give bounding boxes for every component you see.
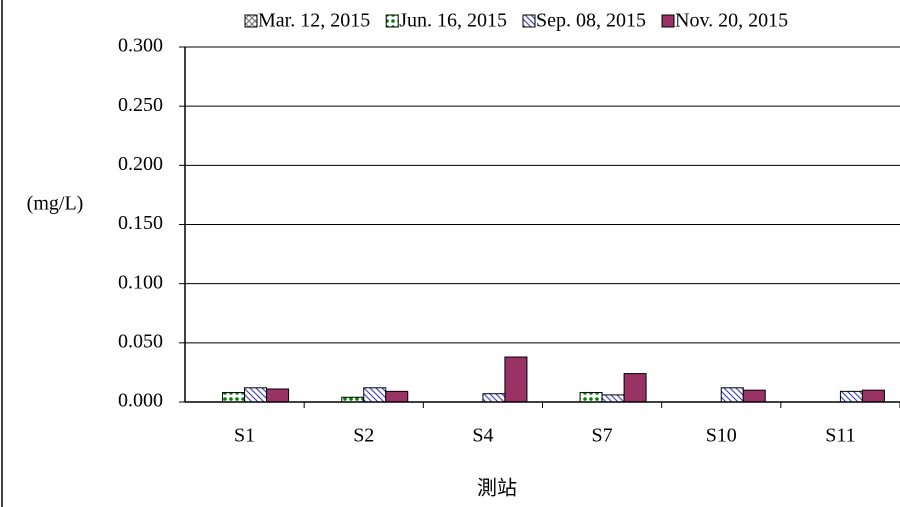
x-tick-label: S2: [353, 425, 374, 447]
bar: [579, 392, 603, 403]
bar: [601, 394, 625, 403]
y-tick-label: 0.100: [118, 271, 163, 293]
y-tick-label: 0.050: [118, 330, 163, 352]
legend-swatch: [244, 14, 258, 28]
bar: [720, 387, 744, 403]
bar: [363, 387, 387, 403]
bar: [244, 387, 268, 403]
y-tick-label: 0.200: [118, 153, 163, 175]
bar: [222, 392, 246, 403]
bar: [839, 390, 863, 403]
x-axis-label: 測站: [477, 477, 517, 500]
x-tick-label: S7: [592, 425, 613, 447]
legend-swatch: [385, 14, 399, 28]
bar: [482, 393, 506, 403]
y-tick-label: 0.250: [118, 94, 163, 116]
bar: [861, 389, 885, 403]
y-tick-label: 0.000: [118, 390, 163, 412]
legend-label: Sep. 08, 2015: [536, 10, 646, 32]
legend-label: Jun. 16, 2015: [399, 10, 507, 32]
legend-label: Mar. 12, 2015: [258, 10, 370, 32]
bar: [504, 356, 528, 403]
bar: [266, 388, 290, 403]
legend-swatch: [661, 14, 675, 28]
x-tick-label: S1: [234, 425, 255, 447]
legend-label: Nov. 20, 2015: [675, 10, 788, 32]
y-tick-label: 0.150: [118, 212, 163, 234]
y-tick-label: 0.300: [118, 35, 163, 57]
legend-swatch: [522, 14, 536, 28]
x-tick-label: S10: [706, 425, 737, 447]
y-axis-label: (mg/L): [27, 193, 84, 215]
x-tick-label: S11: [825, 425, 855, 447]
x-tick-label: S4: [472, 425, 493, 447]
bar: [742, 389, 766, 403]
bar: [623, 373, 647, 403]
bar: [385, 390, 409, 403]
